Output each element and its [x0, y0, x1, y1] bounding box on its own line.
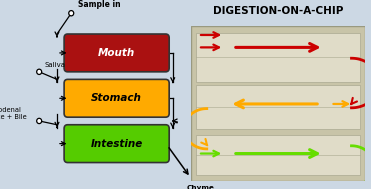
Circle shape: [69, 11, 74, 16]
Text: Mouth: Mouth: [98, 48, 135, 58]
FancyBboxPatch shape: [64, 79, 169, 117]
Text: Saliva: Saliva: [45, 62, 66, 68]
Text: Duodenal
Juice + Bile: Duodenal Juice + Bile: [0, 107, 27, 120]
Bar: [196, 85, 360, 129]
Text: Intestine: Intestine: [91, 139, 143, 149]
Text: DIGESTION-ON-A-CHIP: DIGESTION-ON-A-CHIP: [213, 6, 344, 16]
Text: Stomach: Stomach: [91, 93, 142, 103]
Text: Sample in: Sample in: [78, 0, 121, 9]
Circle shape: [186, 122, 191, 127]
Circle shape: [37, 69, 42, 74]
Bar: [196, 33, 360, 82]
FancyBboxPatch shape: [64, 34, 169, 72]
Bar: [196, 135, 360, 175]
Circle shape: [37, 118, 42, 124]
FancyBboxPatch shape: [64, 125, 169, 163]
FancyBboxPatch shape: [191, 26, 365, 181]
Text: Gastric
Juice: Gastric Juice: [194, 116, 218, 129]
Text: Chyme
out: Chyme out: [187, 185, 215, 189]
